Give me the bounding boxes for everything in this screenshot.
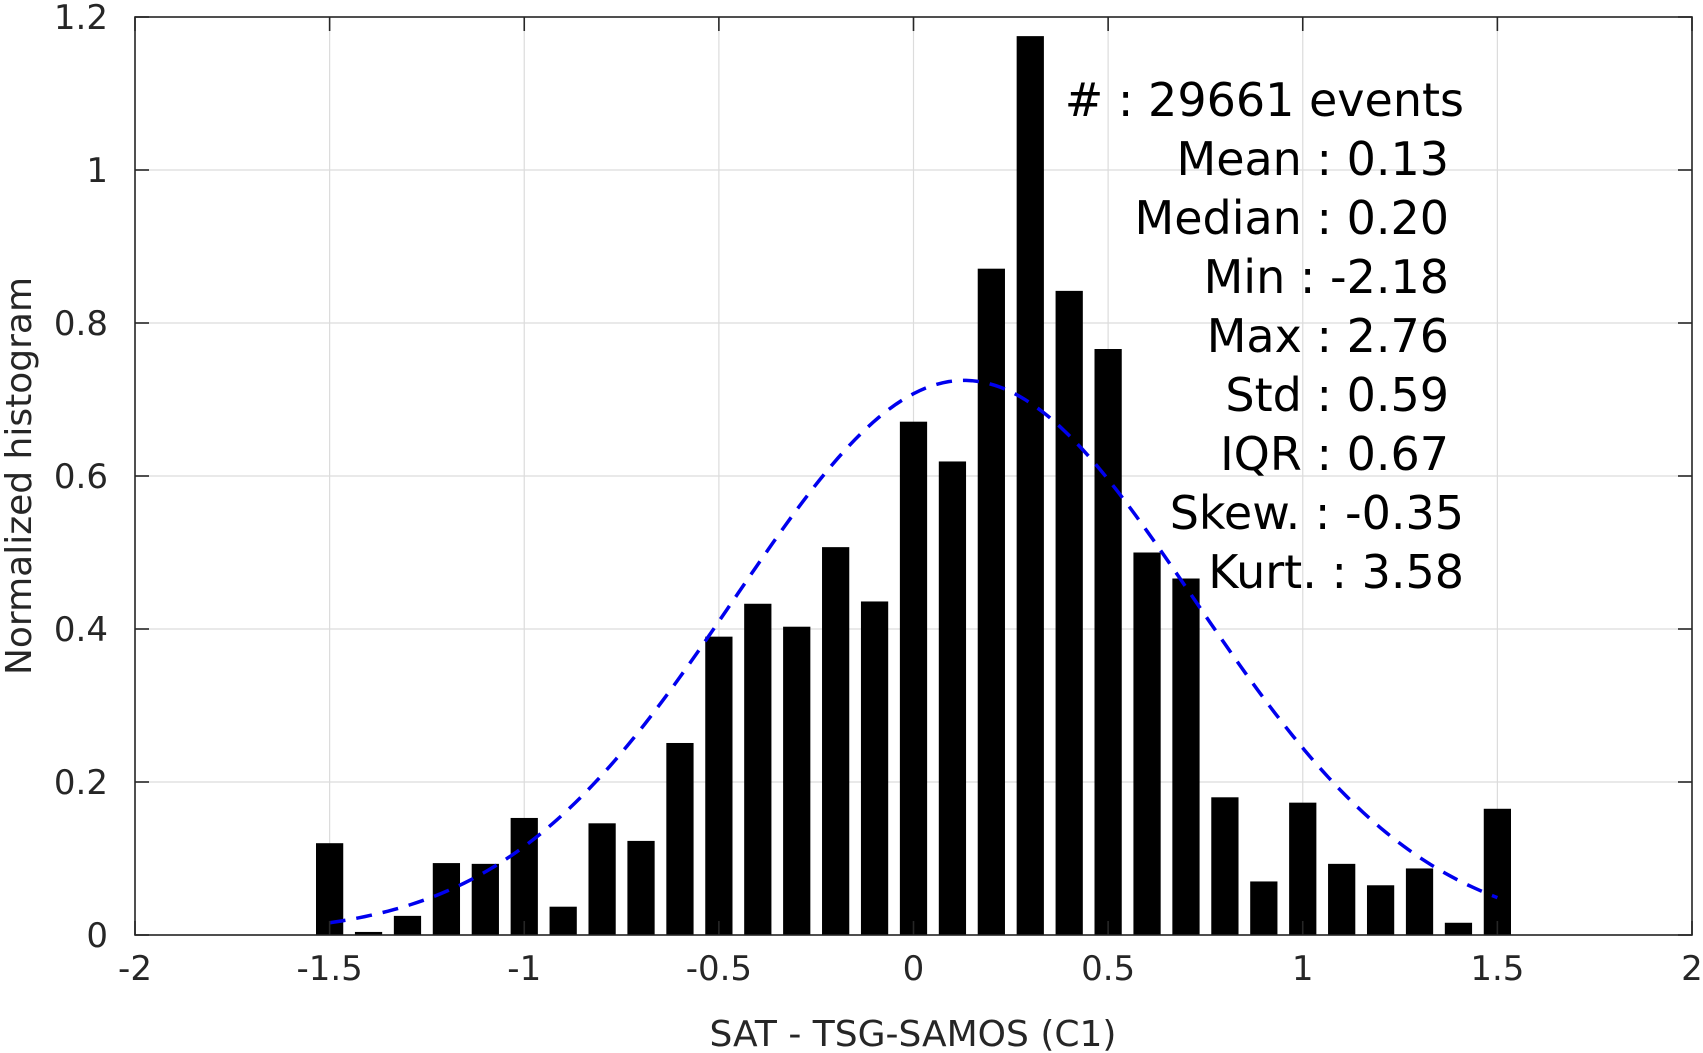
x-tick-label: 0.5 [1081,949,1135,989]
x-tick-label: -1 [507,949,541,989]
stat-mean: Mean : 0.13 [1177,132,1450,186]
histogram-bar [705,636,733,935]
histogram-bar [1016,36,1044,935]
histogram-bar [1211,797,1239,935]
y-tick-label: 0.2 [54,763,108,803]
x-tick-labels: -2 -1.5 -1 -0.5 0 0.5 1 1.5 2 [118,949,1703,989]
histogram-bar [1483,808,1511,935]
histogram-bar [977,268,1005,935]
y-tick-labels: 0 0.2 0.4 0.6 0.8 1 1.2 [54,0,108,956]
normal-fit-curve [329,378,1499,925]
histogram-bar [744,603,772,935]
histogram-bar [471,863,499,935]
x-tick-label: 1 [1292,949,1314,989]
histogram-bar [588,823,616,935]
histogram-bar [1172,578,1200,935]
x-tick-label: 0 [903,949,925,989]
x-tick-label: -1.5 [296,949,362,989]
stat-count: # : 29661 events [1065,73,1464,127]
stat-median: Median : 0.20 [1135,191,1449,245]
stat-min: Min : -2.18 [1204,250,1449,304]
histogram-bar [822,547,850,935]
stat-max: Max : 2.76 [1207,309,1449,363]
tick-marks [134,16,1693,936]
histogram-bar [1250,881,1278,935]
y-tick-label: 0 [86,916,108,956]
histogram-bar [1366,885,1395,935]
x-tick-label: -0.5 [686,949,752,989]
stat-std: Std : 0.59 [1225,368,1449,422]
y-tick-label: 1 [86,151,108,191]
histogram-bar [1289,802,1317,935]
x-tick-label: -2 [118,949,152,989]
y-tick-label: 0.4 [54,610,108,650]
x-tick-label: 1.5 [1470,949,1524,989]
stat-iqr: IQR : 0.67 [1220,427,1449,481]
histogram-bar [860,601,889,935]
histogram-bar [354,931,383,935]
histogram-bar [1405,868,1434,935]
y-tick-label: 0.8 [54,304,108,344]
y-tick-label: 0.6 [54,457,108,497]
histogram-bar [783,626,811,935]
y-tick-label: 1.2 [54,0,108,38]
histogram-bars [316,36,1511,935]
x-axis-title: SAT - TSG-SAMOS (C1) [710,1014,1117,1053]
y-axis-title: Normalized histogram [0,277,40,675]
histogram-bar [666,742,694,935]
stat-skew: Skew. : -0.35 [1170,486,1464,540]
histogram-bar [549,906,577,935]
histogram-bar [510,817,538,935]
x-tick-label: 2 [1681,949,1703,989]
statistics-box: # : 29661 events Mean : 0.13 Median : 0.… [1065,73,1464,599]
histogram-bar [627,840,655,935]
stat-kurt: Kurt. : 3.58 [1208,545,1464,599]
histogram-bar [1444,922,1473,935]
histogram-bar [1094,349,1122,935]
histogram-bar [938,461,967,935]
histogram-bar [1133,552,1161,935]
histogram-bar [899,421,928,935]
histogram-bar [393,915,422,935]
fit-line [329,378,1499,925]
histogram-bar [1055,290,1083,935]
histogram-bar [1328,863,1356,935]
histogram-bar [432,863,461,935]
